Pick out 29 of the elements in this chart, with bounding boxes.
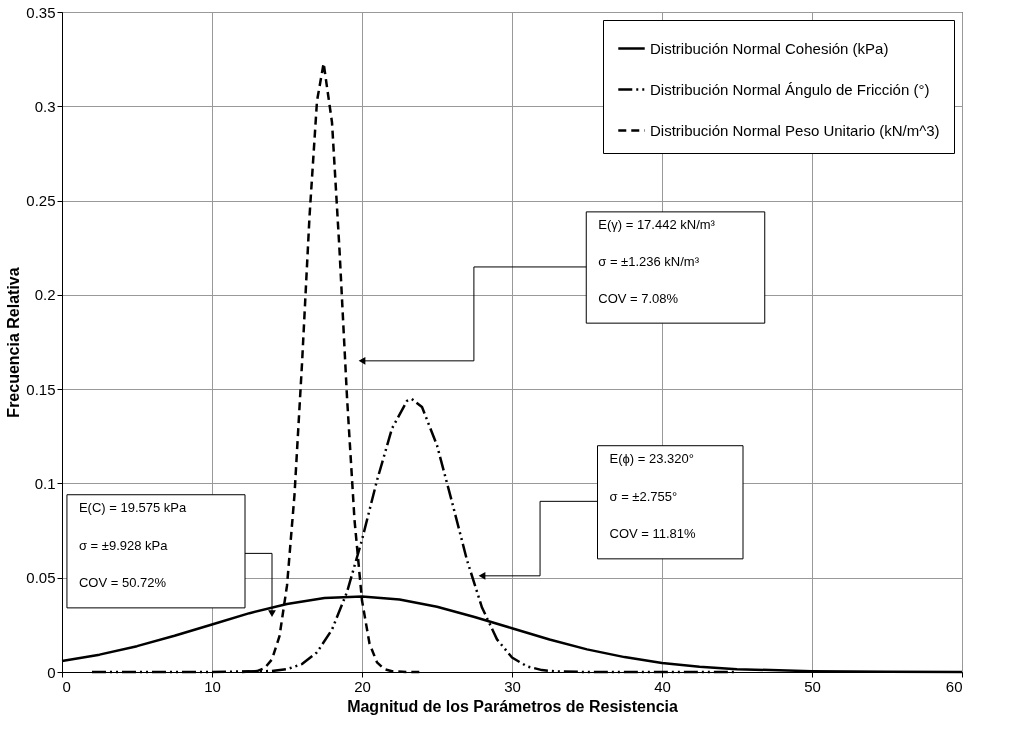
x-tick-label: 0 <box>62 677 71 695</box>
y-axis-title: Frecuencia Relativa <box>5 267 23 418</box>
y-tick-label: 0.1 <box>34 474 56 492</box>
annotation: E(C) = 19.575 kPa <box>78 500 188 516</box>
x-tick-label: 50 <box>804 677 821 695</box>
annotation: E(γ) = 17.442 kN/m³ <box>598 217 716 233</box>
legend-label: Distribución Normal Peso Unitario (kN/m^3) <box>650 121 940 139</box>
annotation: COV = 7.08% <box>598 290 679 306</box>
y-tick-label: 0.25 <box>26 192 56 210</box>
x-tick-label: 40 <box>654 677 671 695</box>
x-tick-label: 20 <box>354 677 371 695</box>
annotation: σ = ±1.236 kN/m³ <box>598 253 700 269</box>
x-tick-label: 30 <box>504 677 521 695</box>
x-axis-title: Magnitud de los Parámetros de Resistencia <box>347 697 678 715</box>
annotation: E(ϕ) = 23.320° <box>609 451 694 467</box>
annotation: COV = 11.81% <box>609 525 697 541</box>
y-tick-label: 0.3 <box>34 97 56 115</box>
y-tick-label: 0 <box>47 663 56 681</box>
x-tick-label: 60 <box>945 677 963 695</box>
y-tick-label: 0.15 <box>26 380 56 398</box>
x-tick-label: 10 <box>204 677 221 695</box>
annotation: σ = ±9.928 kPa <box>78 537 169 553</box>
y-tick-label: 0.35 <box>26 3 56 21</box>
y-tick-label: 0.05 <box>26 569 56 587</box>
legend-label: Distribución Normal Cohesión (kPa) <box>650 39 889 57</box>
y-tick-label: 0.2 <box>34 286 56 304</box>
legend-label: Distribución Normal Ángulo de Fricción (°) <box>650 80 930 98</box>
annotation: σ = ±2.755° <box>609 488 678 504</box>
annotation: COV = 50.72% <box>78 574 167 590</box>
